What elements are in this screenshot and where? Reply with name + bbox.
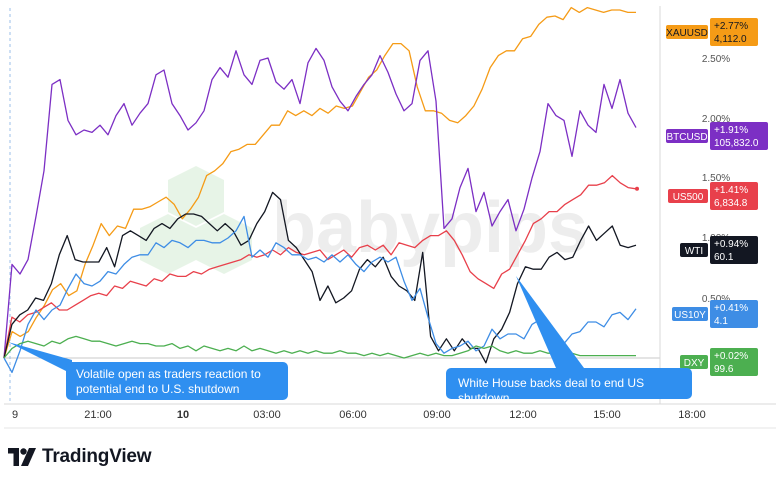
y-tick: 2.50% (702, 54, 730, 65)
series-tag-price: 60.1 (714, 252, 734, 263)
series-tag-name: XAUUSD (666, 28, 708, 39)
x-tick: 03:00 (253, 409, 281, 421)
series-line-us500 (3, 174, 637, 359)
series-tag-name: DXY (684, 358, 705, 369)
series-tag-name-bg (672, 307, 708, 321)
x-tick: 15:00 (593, 409, 621, 421)
series-tag-value-bg (710, 18, 758, 46)
callout-pointer-left (8, 342, 72, 374)
series-line-btcusd (3, 47, 637, 359)
series-tag-change: +0.94% (714, 239, 748, 250)
series-tag-value-bg (710, 182, 758, 210)
series-tag-change: +1.41% (714, 185, 748, 196)
series-tag-name: BTCUSD (666, 132, 707, 143)
series-tag-name-bg (680, 243, 708, 257)
series-tag-price: 4,112.0 (714, 34, 747, 45)
series-tag-change: +2.77% (714, 21, 748, 32)
series-tag-change: +0.02% (714, 351, 748, 362)
annotation-line: Volatile open as traders reaction to (76, 367, 261, 381)
series-tag-value-bg (710, 348, 758, 376)
series-tag-name: WTI (685, 246, 703, 257)
x-tick: 10 (177, 409, 189, 421)
series-tag-price: 105,832.0 (714, 138, 759, 149)
series-line-us10y (3, 215, 637, 374)
series-tag-name-bg (666, 129, 708, 143)
series-tag-value-bg (710, 122, 768, 150)
series-tag-value-bg (710, 236, 758, 264)
y-tick: 2.00% (702, 114, 730, 125)
babypips-watermark: babypips (140, 166, 588, 274)
tradingview-logo-icon (8, 448, 36, 466)
x-tick: 09:00 (423, 409, 451, 421)
series-line-wti (3, 191, 637, 364)
series-layer (3, 6, 639, 374)
series-tags: XAUUSD +2.77% 4,112.0 BTCUSD +1.91% 105,832.0… (666, 18, 768, 376)
y-axis-ticks: 0.50% 1.00% 1.50% 2.00% 2.50% (702, 54, 730, 305)
x-tick: 21:00 (84, 409, 112, 421)
series-line-dxy (3, 335, 636, 359)
series-tag-value-bg (710, 300, 758, 328)
series-tag-name-bg (668, 189, 708, 203)
annotation-white-house: White House backs deal to end US shutdow… (446, 368, 692, 405)
annotation-line: potential end to U.S. shutdown (76, 382, 240, 396)
watermark-text: babypips (272, 188, 588, 268)
y-tick: 1.50% (702, 173, 730, 184)
series-tag-name-bg (680, 355, 708, 369)
x-axis-ticks: 9 21:00 10 03:00 06:00 09:00 12:00 15:00… (12, 409, 706, 421)
callout-pointer-right (516, 276, 584, 368)
x-tick: 9 (12, 409, 18, 421)
series-line-xauusd (3, 6, 636, 359)
series-tag-price: 4.1 (714, 316, 728, 327)
series-tag-price: 6,834.8 (714, 198, 748, 209)
series-tag-name-bg (666, 25, 708, 39)
series-tag-change: +0.41% (714, 303, 748, 314)
x-tick: 06:00 (339, 409, 367, 421)
x-tick: 18:00 (678, 409, 706, 421)
series-tag-change: +1.91% (714, 125, 748, 136)
footer: TradingView (8, 444, 152, 470)
series-tag-name: US500 (673, 192, 704, 203)
annotation-volatile-open: Volatile open as traders reaction to pot… (66, 362, 288, 400)
series-tag-price: 99.6 (714, 364, 734, 375)
series-end-dot-us500 (635, 186, 639, 191)
series-tag-name: US10Y (674, 310, 706, 321)
x-tick: 12:00 (509, 409, 537, 421)
y-tick: 0.50% (702, 294, 730, 305)
annotation-line: White House backs deal to end US shutdow… (458, 376, 645, 405)
brand-name: TradingView (42, 446, 152, 467)
